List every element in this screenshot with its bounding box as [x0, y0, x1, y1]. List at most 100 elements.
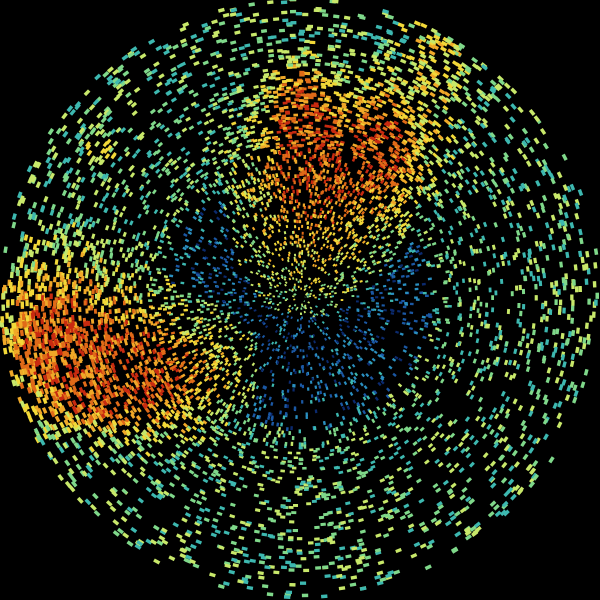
echo [296, 244, 299, 248]
echo [473, 153, 480, 160]
echo [267, 182, 271, 187]
echo [118, 211, 124, 218]
echo [275, 220, 279, 225]
echo [464, 416, 471, 422]
echo [455, 520, 462, 527]
echo [159, 287, 164, 291]
echo [125, 313, 129, 319]
echo [299, 73, 305, 77]
echo [387, 243, 392, 248]
echo [468, 287, 472, 292]
echo [531, 275, 536, 282]
echo [518, 284, 522, 291]
echo [296, 189, 299, 193]
echo [169, 493, 176, 499]
echo [163, 430, 169, 437]
echo [285, 427, 289, 432]
echo [303, 259, 306, 263]
echo [373, 455, 380, 460]
echo [281, 171, 285, 176]
echo [415, 211, 421, 217]
echo [268, 292, 272, 295]
echo [257, 170, 262, 176]
echo [331, 0, 339, 4]
echo [169, 383, 175, 389]
echo [203, 175, 209, 181]
echo [314, 525, 320, 530]
echo [241, 391, 246, 397]
echo [139, 299, 143, 304]
echo [486, 364, 491, 370]
echo [403, 146, 410, 152]
echo [458, 296, 461, 302]
echo [376, 49, 383, 55]
echo [164, 411, 170, 417]
echo [390, 195, 396, 201]
echo [265, 173, 269, 178]
echo [105, 369, 110, 376]
echo [308, 34, 315, 38]
echo [165, 235, 171, 240]
echo [150, 306, 155, 310]
echo [476, 95, 484, 103]
echo [345, 317, 349, 320]
echo [303, 154, 307, 159]
echo [556, 359, 562, 367]
echo [314, 62, 321, 67]
echo [370, 292, 375, 295]
echo [542, 394, 548, 401]
echo [226, 255, 230, 259]
echo [179, 61, 187, 68]
echo [324, 574, 331, 578]
echo [88, 123, 95, 130]
echo [282, 456, 288, 460]
echo [447, 304, 452, 308]
echo [251, 118, 257, 123]
echo [494, 290, 498, 296]
echo [458, 174, 464, 180]
echo [527, 380, 533, 387]
echo [420, 175, 426, 181]
echo [336, 564, 344, 569]
echo [572, 384, 578, 392]
echo [307, 142, 312, 146]
echo [296, 152, 299, 157]
echo [33, 352, 38, 359]
echo [478, 313, 482, 319]
echo [199, 437, 205, 443]
echo [365, 373, 370, 378]
echo [407, 513, 414, 519]
echo [528, 108, 536, 116]
echo [265, 297, 268, 300]
echo [282, 101, 288, 105]
echo [121, 313, 126, 318]
echo [327, 336, 331, 340]
echo [40, 224, 46, 232]
echo [97, 425, 103, 432]
echo [238, 46, 245, 51]
echo [505, 199, 511, 206]
echo [227, 153, 233, 158]
echo [147, 292, 151, 297]
echo [503, 359, 509, 366]
echo [355, 186, 359, 191]
echo [301, 331, 303, 335]
echo [306, 502, 312, 506]
echo [304, 71, 310, 76]
echo [78, 278, 82, 284]
echo [242, 235, 246, 240]
echo [336, 310, 340, 314]
echo [308, 285, 312, 289]
echo [86, 431, 93, 438]
echo [88, 216, 94, 223]
echo [484, 465, 491, 472]
echo [454, 193, 460, 199]
echo [53, 433, 60, 441]
echo [570, 294, 574, 301]
echo [402, 228, 408, 233]
echo [298, 178, 301, 183]
echo [285, 368, 289, 372]
echo [315, 174, 319, 179]
echo [483, 180, 489, 187]
echo [353, 238, 358, 242]
